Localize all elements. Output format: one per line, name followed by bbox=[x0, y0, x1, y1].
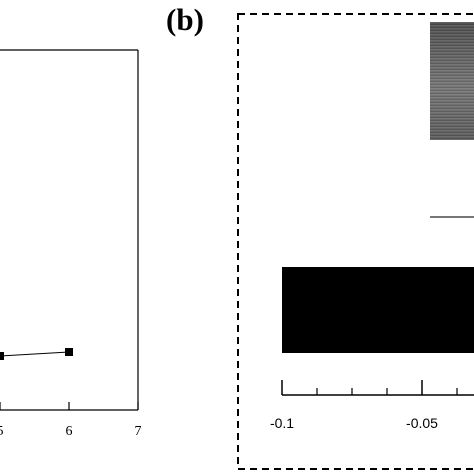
panel-a-x-tick-label: 7 bbox=[135, 424, 142, 439]
panel-b-tick-label-1: -0.1 bbox=[270, 415, 294, 431]
panel-b-tick-label-2: -0.05 bbox=[406, 415, 438, 431]
solid-black-block bbox=[282, 267, 474, 353]
panel-b: -0.1 -0.05 bbox=[237, 13, 474, 470]
panel-a-x-ticks: 5 6 7 bbox=[0, 402, 142, 439]
panel-b-dashed-frame bbox=[237, 13, 474, 470]
data-point bbox=[0, 352, 4, 360]
series-line bbox=[0, 351, 70, 357]
data-point bbox=[65, 348, 73, 356]
panel-a-x-tick-label: 5 bbox=[0, 424, 4, 439]
panel-a-chart: 5 6 7 bbox=[0, 49, 142, 439]
panel-a-series bbox=[0, 348, 73, 360]
mesh-block-lines bbox=[430, 22, 474, 140]
panel-b-label: (b) bbox=[166, 2, 204, 37]
panel-a-x-tick-label: 6 bbox=[66, 424, 73, 439]
